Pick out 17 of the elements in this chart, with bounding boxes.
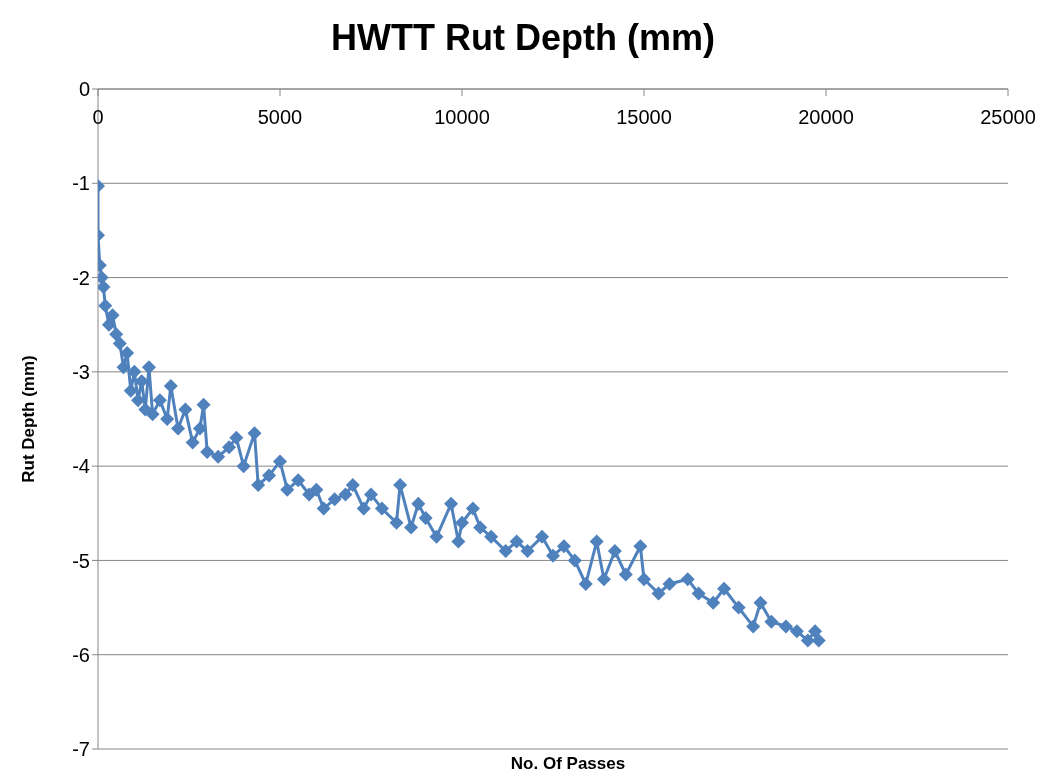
y-tick-label: -4 — [72, 455, 90, 478]
y-tick-label: -6 — [72, 643, 90, 666]
x-tick-label: 0 — [92, 106, 104, 128]
x-tick-label: 25000 — [980, 106, 1036, 128]
x-tick-label: 5000 — [257, 106, 303, 128]
y-tick-label: -2 — [72, 266, 90, 289]
y-axis-title: Rut Depth (mm) — [19, 355, 39, 483]
x-tick-label: 15000 — [616, 106, 672, 128]
y-tick-label: -1 — [72, 172, 90, 195]
x-axis-title: No. Of Passes — [509, 754, 627, 774]
y-tick-label: 0 — [78, 78, 90, 101]
x-tick-label: 20000 — [798, 106, 854, 128]
y-tick-label: -7 — [72, 738, 90, 761]
chart-title: HWTT Rut Depth (mm) — [330, 16, 716, 60]
x-tick-label: 10000 — [434, 106, 490, 128]
y-tick-label: -5 — [72, 549, 90, 572]
y-tick-label: -3 — [72, 360, 90, 383]
